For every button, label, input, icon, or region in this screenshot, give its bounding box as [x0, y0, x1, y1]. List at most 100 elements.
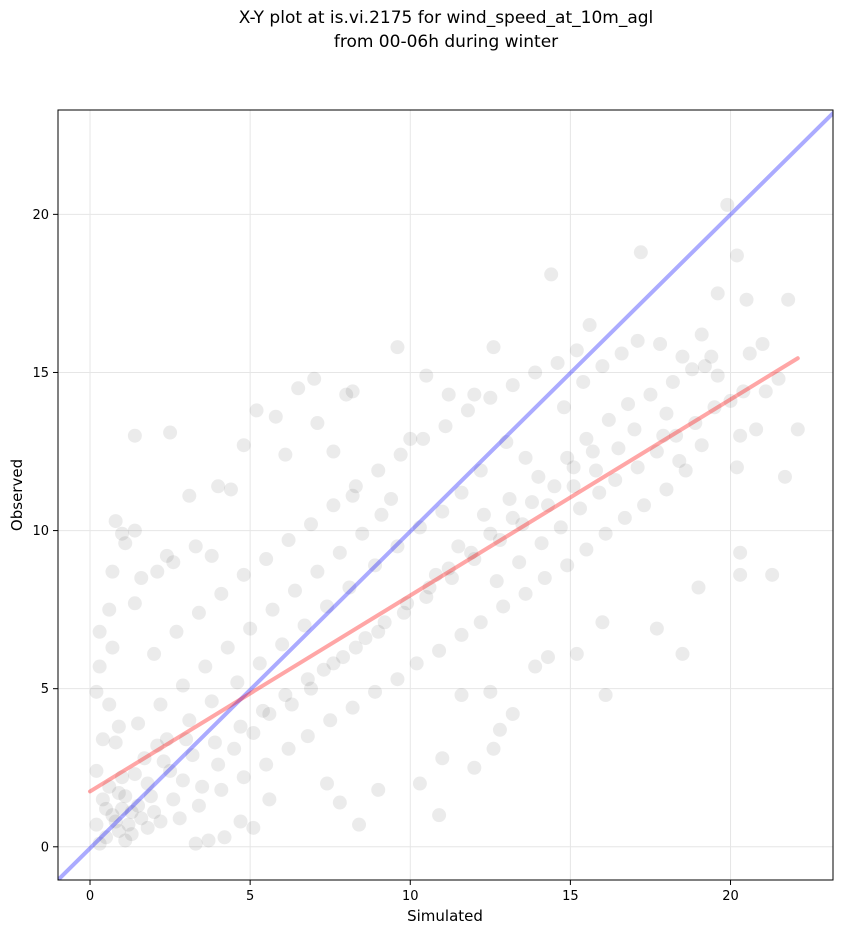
- data-point: [694, 438, 709, 453]
- data-point: [345, 384, 360, 399]
- x-tick-label: 5: [246, 889, 254, 904]
- data-point: [358, 631, 373, 646]
- data-point: [131, 716, 146, 731]
- data-point: [483, 526, 498, 541]
- data-point: [704, 349, 719, 364]
- data-point: [637, 498, 652, 513]
- data-point: [601, 412, 616, 427]
- data-point: [400, 596, 415, 611]
- data-point: [598, 688, 613, 703]
- data-point: [143, 789, 158, 804]
- data-point: [320, 599, 335, 614]
- data-point: [95, 732, 110, 747]
- data-point: [249, 403, 264, 418]
- data-point: [259, 552, 274, 567]
- data-point: [595, 615, 610, 630]
- data-point: [220, 640, 235, 655]
- data-point: [707, 400, 722, 415]
- y-tick-label: 15: [32, 366, 49, 381]
- data-point: [227, 741, 242, 756]
- data-point: [115, 526, 130, 541]
- data-point: [672, 454, 687, 469]
- data-point: [464, 545, 479, 560]
- data-point: [345, 700, 360, 715]
- data-point: [127, 767, 142, 782]
- data-point: [496, 599, 511, 614]
- data-point: [127, 523, 142, 538]
- data-point: [342, 580, 357, 595]
- data-point: [348, 479, 363, 494]
- data-point: [99, 801, 114, 816]
- y-tick-label: 0: [41, 840, 49, 855]
- data-point: [182, 488, 197, 503]
- data-point: [303, 517, 318, 532]
- data-point: [105, 640, 120, 655]
- regression-line: [88, 356, 800, 794]
- data-point: [323, 713, 338, 728]
- data-point: [332, 795, 347, 810]
- data-point: [579, 542, 594, 557]
- data-point: [374, 507, 389, 522]
- data-point: [723, 393, 738, 408]
- data-point: [460, 403, 475, 418]
- data-point: [454, 688, 469, 703]
- data-point: [665, 374, 680, 389]
- data-point: [355, 526, 370, 541]
- data-point: [556, 400, 571, 415]
- data-point: [412, 776, 427, 791]
- data-point: [118, 833, 133, 848]
- y-tick-label: 10: [32, 524, 49, 539]
- data-point: [678, 463, 693, 478]
- data-point: [432, 808, 447, 823]
- data-point: [659, 406, 674, 421]
- data-point: [195, 779, 210, 794]
- data-point: [179, 732, 194, 747]
- data-point: [163, 763, 178, 778]
- data-point: [473, 463, 488, 478]
- data-point: [720, 197, 735, 212]
- data-point: [749, 422, 764, 437]
- data-point: [92, 836, 107, 851]
- data-point: [524, 495, 539, 510]
- data-point: [175, 678, 190, 693]
- data-point: [300, 729, 315, 744]
- data-point: [512, 555, 527, 570]
- data-point: [111, 719, 126, 734]
- data-point: [582, 318, 597, 333]
- data-point: [566, 460, 581, 475]
- data-point: [688, 416, 703, 431]
- chart-title: X-Y plot at is.vi.2175 for wind_speed_at…: [0, 6, 843, 54]
- data-point: [499, 435, 514, 450]
- data-point: [217, 830, 232, 845]
- data-point: [185, 748, 200, 763]
- data-point: [153, 697, 168, 712]
- data-point: [108, 514, 123, 529]
- data-point: [409, 656, 424, 671]
- data-point: [377, 615, 392, 630]
- data-point: [371, 463, 386, 478]
- data-point: [255, 703, 270, 718]
- data-point: [163, 425, 178, 440]
- data-point: [188, 539, 203, 554]
- data-point: [781, 292, 796, 307]
- data-point: [262, 792, 277, 807]
- plot-frame: [57, 109, 834, 881]
- data-point: [467, 552, 482, 567]
- data-point: [438, 419, 453, 434]
- data-point: [268, 409, 283, 424]
- data-point: [547, 479, 562, 494]
- data-point: [262, 706, 277, 721]
- data-point: [211, 479, 226, 494]
- data-point: [444, 571, 459, 586]
- data-point: [153, 814, 168, 829]
- data-point: [207, 735, 222, 750]
- data-point: [729, 460, 744, 475]
- data-point: [649, 621, 664, 636]
- data-point: [428, 567, 443, 582]
- data-point: [284, 697, 299, 712]
- data-point: [653, 337, 668, 352]
- data-point: [573, 501, 588, 516]
- data-point: [441, 387, 456, 402]
- data-point: [633, 245, 648, 260]
- data-point: [252, 656, 267, 671]
